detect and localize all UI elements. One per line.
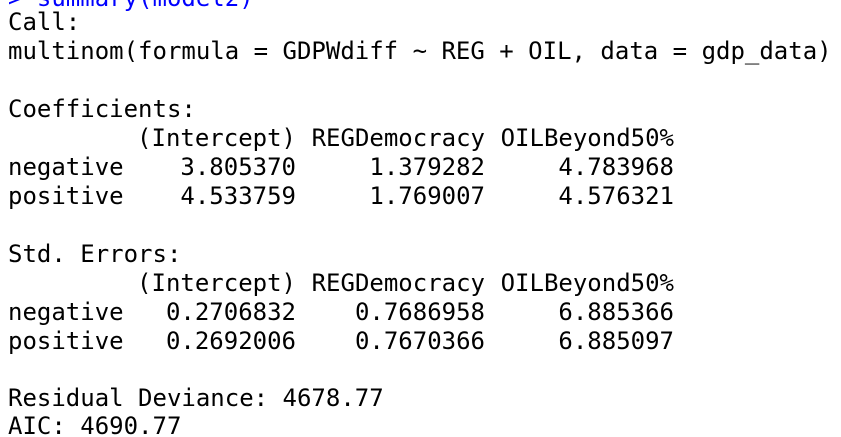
se-row-negative-name: negative — [8, 298, 124, 326]
se-row-positive-name: positive — [8, 327, 124, 355]
coef-header-intercept: (Intercept) — [137, 124, 296, 152]
se-positive-regdemocracy: 0.7670366 — [354, 327, 485, 355]
se-negative-regdemocracy: 0.7686958 — [354, 298, 485, 326]
coef-negative-intercept: 3.805370 — [180, 153, 296, 181]
call-label: Call: — [8, 8, 81, 36]
coef-row-positive-name: positive — [8, 182, 124, 210]
coef-negative-oilbeyond50: 4.783968 — [558, 153, 674, 181]
coef-header-regdemocracy: REGDemocracy — [311, 124, 485, 152]
aic-value: AIC: 4690.77 — [8, 412, 182, 437]
se-negative-intercept: 0.2706832 — [165, 298, 296, 326]
std-errors-label: Std. Errors: — [8, 240, 182, 268]
coef-positive-regdemocracy: 1.769007 — [369, 182, 485, 210]
se-header-regdemocracy: REGDemocracy — [311, 269, 485, 297]
coefficients-label: Coefficients: — [8, 95, 196, 123]
call-formula: multinom(formula = GDPWdiff ~ REG + OIL,… — [8, 37, 832, 65]
coef-positive-oilbeyond50: 4.576321 — [558, 182, 674, 210]
previous-command: > summary(model2) — [8, 0, 254, 12]
residual-deviance: Residual Deviance: 4678.77 — [8, 384, 384, 412]
coef-positive-intercept: 4.533759 — [180, 182, 296, 210]
coef-negative-regdemocracy: 1.379282 — [369, 153, 485, 181]
coef-header-oilbeyond50: OILBeyond50% — [500, 124, 674, 152]
se-header-intercept: (Intercept) — [137, 269, 296, 297]
se-header-oilbeyond50: OILBeyond50% — [500, 269, 674, 297]
se-negative-oilbeyond50: 6.885366 — [558, 298, 674, 326]
se-positive-oilbeyond50: 6.885097 — [558, 327, 674, 355]
coef-row-negative-name: negative — [8, 153, 124, 181]
se-positive-intercept: 0.2692006 — [165, 327, 296, 355]
